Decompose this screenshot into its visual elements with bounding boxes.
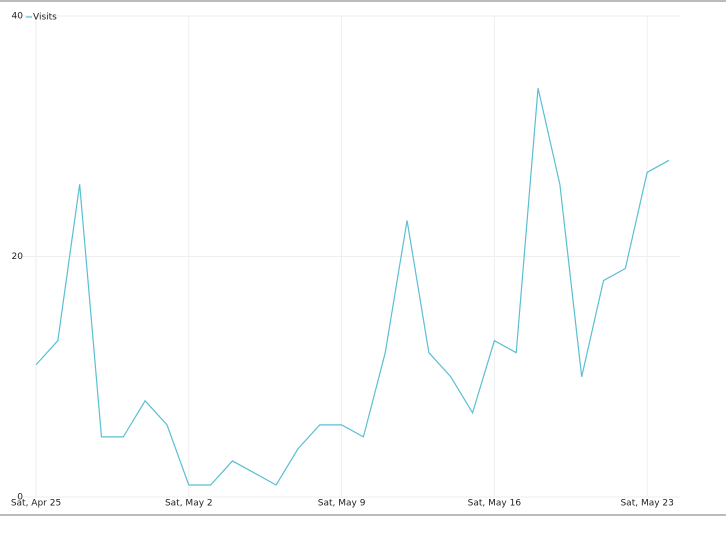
series-line xyxy=(35,88,670,486)
x-tick-label: Sat, May 16 xyxy=(468,499,522,509)
x-tick-label: Sat, May 2 xyxy=(165,499,213,509)
x-tick-label: Sat, May 9 xyxy=(318,499,366,509)
y-tick-label: 40 xyxy=(12,12,24,22)
x-tick-label: Sat, Apr 25 xyxy=(11,499,61,509)
legend-label: Visits xyxy=(33,13,57,23)
x-tick-label: Sat, May 23 xyxy=(620,499,673,509)
y-tick-label: 0 xyxy=(17,493,23,503)
y-tick-label: 20 xyxy=(12,252,24,262)
